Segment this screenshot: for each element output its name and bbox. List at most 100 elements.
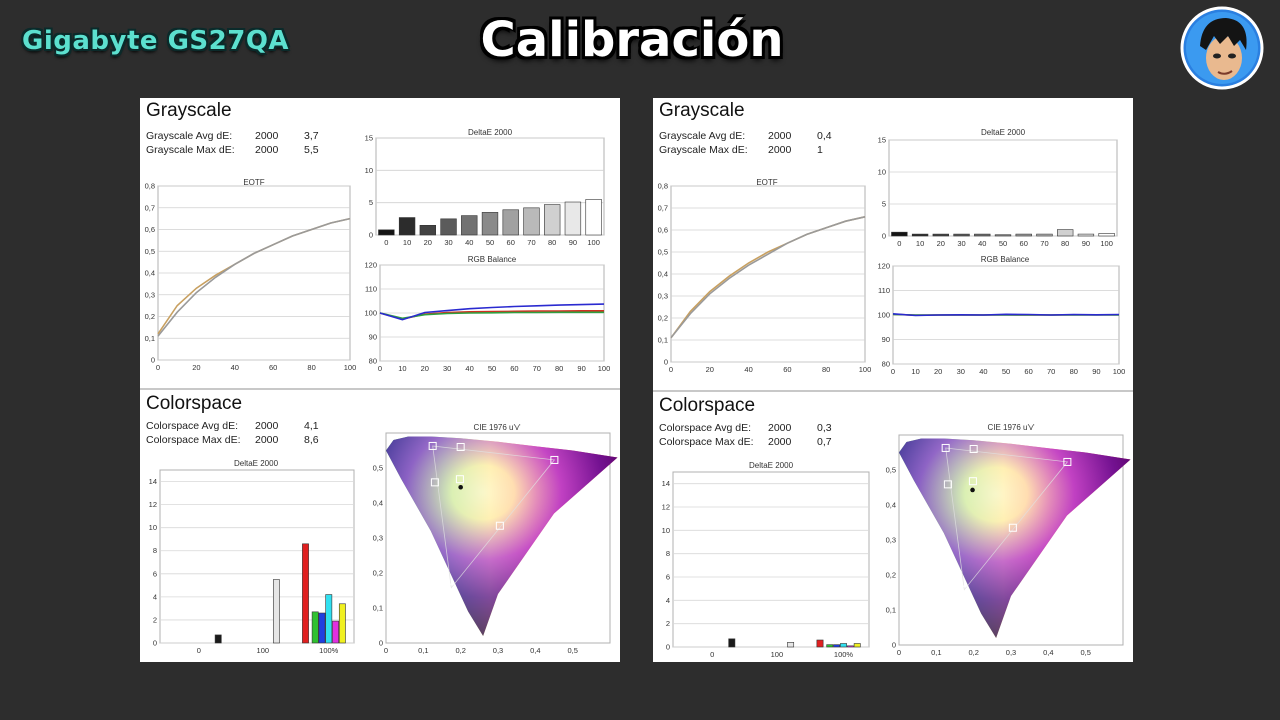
- bar: [564, 201, 582, 236]
- target-marker: [430, 478, 439, 487]
- grayscale-avg-std: 2000: [255, 130, 279, 142]
- grayscale-max-std: 2000: [255, 144, 279, 156]
- bar: [1015, 233, 1032, 237]
- series-line: [157, 217, 351, 337]
- colorspace-max-value: 0,7: [817, 436, 832, 448]
- bar: [585, 199, 602, 236]
- y-tick-label: 2: [666, 619, 670, 628]
- grayscale-max-value: 1: [817, 144, 823, 156]
- gamut-locus-shading: [899, 438, 1131, 638]
- colorspace-avg-row: Colorspace Avg dE: 2000 0,3: [659, 422, 859, 436]
- y-tick-label: 80: [369, 357, 377, 366]
- colorspace-avg-label: Colorspace Avg dE:: [659, 422, 752, 434]
- grayscale-avg-row: Grayscale Avg dE: 2000 3,7: [146, 130, 346, 144]
- y-tick-label: 12: [662, 503, 670, 512]
- grayscale-avg-value: 0,4: [817, 130, 832, 142]
- brand-label: Gigabyte GS27QA: [22, 26, 290, 56]
- x-tick-label: 100: [1113, 367, 1126, 376]
- x-tick-label: 70: [527, 238, 535, 247]
- x-tick-label: 60: [1020, 239, 1028, 248]
- colorspace-max-value: 8,6: [304, 434, 319, 446]
- x-tick-label: 40: [744, 365, 752, 374]
- x-tick-label: 100%: [834, 650, 854, 659]
- bar: [974, 233, 991, 237]
- y-tick-label: 0: [151, 356, 155, 365]
- grayscale-max-std: 2000: [768, 144, 792, 156]
- x-tick-label: 100: [257, 646, 270, 655]
- x-tick-label: 100: [344, 363, 357, 372]
- bar-magenta: [332, 620, 339, 644]
- x-tick-label: 30: [957, 367, 965, 376]
- target-marker: [969, 445, 978, 453]
- bar-magenta: [846, 645, 854, 648]
- x-tick-label: 50: [486, 238, 494, 247]
- y-tick-label: 110: [878, 286, 890, 295]
- bar-blue: [318, 612, 326, 644]
- gamut-target-triangle: [945, 447, 1069, 591]
- x-tick-label: 0: [384, 646, 388, 655]
- x-tick-label: 20: [706, 365, 714, 374]
- y-tick-label: 0,1: [658, 336, 668, 345]
- target-marker: [495, 521, 504, 530]
- bar-green: [826, 644, 834, 648]
- bar-yellow: [853, 643, 861, 648]
- x-tick-label: 0: [384, 238, 388, 247]
- colorspace-avg-label: Colorspace Avg dE:: [146, 420, 239, 432]
- bar: [398, 217, 416, 236]
- y-tick-label: 0: [892, 641, 896, 650]
- y-tick-label: 0,8: [658, 182, 668, 191]
- bar: [1098, 233, 1115, 237]
- y-tick-label: 15: [365, 134, 373, 143]
- x-tick-label: 40: [465, 238, 473, 247]
- x-tick-label: 0: [710, 650, 714, 659]
- y-tick-label: 0,1: [145, 334, 155, 343]
- y-tick-label: 0,2: [373, 569, 383, 578]
- y-tick-label: 0,3: [145, 290, 155, 299]
- y-tick-label: 0,6: [145, 225, 155, 234]
- x-tick-label: 60: [510, 364, 518, 373]
- x-tick-label: 60: [269, 363, 277, 372]
- bar-black: [728, 638, 736, 648]
- panel-divider: [140, 388, 620, 390]
- bar: [523, 207, 540, 236]
- gamut-locus-shading: [386, 436, 618, 636]
- x-tick-label: 0: [378, 364, 382, 373]
- grayscale-heading: Grayscale: [146, 100, 232, 121]
- bar: [481, 212, 499, 236]
- x-tick-label: 10: [398, 364, 406, 373]
- bar-green: [311, 611, 319, 644]
- y-tick-label: 0,5: [886, 466, 896, 475]
- bar-cyan: [840, 643, 847, 648]
- x-tick-label: 0,1: [931, 648, 941, 657]
- x-tick-label: 20: [937, 239, 945, 248]
- y-tick-label: 4: [153, 592, 157, 601]
- x-tick-label: 20: [934, 367, 942, 376]
- grayscale-max-row: Grayscale Max dE: 2000 5,5: [146, 144, 346, 158]
- y-tick-label: 110: [365, 285, 377, 294]
- x-tick-label: 100%: [319, 646, 339, 655]
- bar: [953, 233, 970, 237]
- bar: [440, 218, 457, 236]
- bar: [461, 215, 478, 236]
- grayscale-avg-value: 3,7: [304, 130, 319, 142]
- rgb-title: RGB Balance: [980, 255, 1030, 264]
- bar-white: [787, 642, 795, 648]
- x-tick-label: 40: [231, 363, 239, 372]
- x-tick-label: 0,4: [1043, 648, 1053, 657]
- x-tick-label: 0,2: [455, 646, 465, 655]
- y-tick-label: 8: [153, 546, 157, 555]
- x-tick-label: 0: [156, 363, 160, 372]
- x-tick-label: 100: [771, 650, 784, 659]
- y-tick-label: 6: [666, 573, 670, 582]
- y-tick-label: 0,7: [145, 203, 155, 212]
- rgb-title: RGB Balance: [467, 255, 517, 264]
- y-tick-label: 0,5: [658, 248, 668, 257]
- y-tick-label: 100: [364, 309, 377, 318]
- x-tick-label: 0: [897, 648, 901, 657]
- grayscale-max-value: 5,5: [304, 144, 319, 156]
- y-tick-label: 5: [882, 200, 886, 209]
- y-tick-label: 0,1: [886, 606, 896, 615]
- x-tick-label: 0,5: [1080, 648, 1090, 657]
- x-tick-label: 100: [598, 364, 611, 373]
- bar: [1036, 233, 1053, 237]
